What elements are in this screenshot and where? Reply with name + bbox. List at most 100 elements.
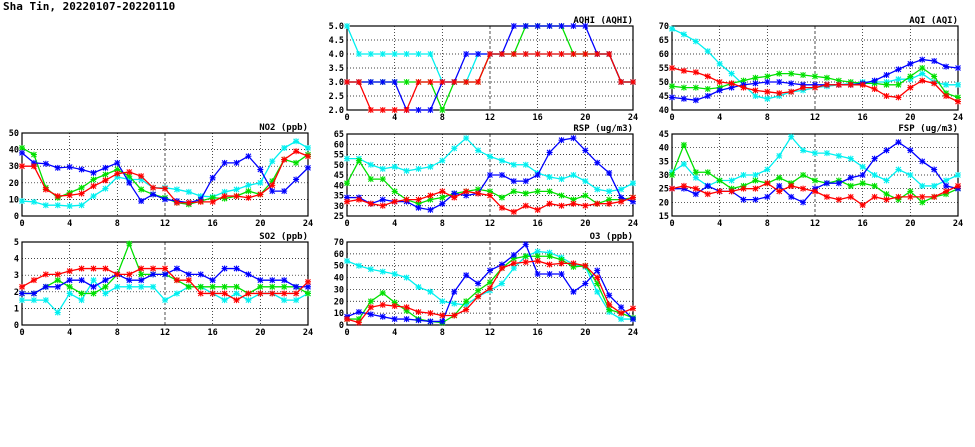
data-point [233,159,240,166]
series-red [19,148,311,206]
data-point [883,191,890,198]
data-point [800,185,807,192]
data-point [680,161,687,168]
x-tick-label: 8 [115,328,120,338]
y-tick-label: 30 [334,202,344,212]
data-point [919,158,926,165]
data-point [305,278,311,285]
data-point [162,265,168,272]
plot-frame [346,25,634,111]
data-point [534,51,541,57]
data-point [233,265,240,272]
data-point [776,79,783,85]
data-point [522,259,529,266]
data-point [54,277,61,284]
data-point [54,283,61,290]
data-point [692,169,699,176]
y-tick-label: 60 [334,250,344,260]
data-point [126,271,133,278]
data-point [618,194,625,201]
data-point [871,182,878,189]
data-point [427,318,434,325]
data-point [90,169,97,176]
data-point [618,186,625,193]
y-tick-label: 50 [9,129,19,139]
data-point [150,283,157,290]
data-point [931,80,938,87]
x-tick-label: 24 [303,328,313,338]
data-point [546,271,553,278]
data-point [680,141,687,148]
data-point [197,283,204,290]
data-point [618,198,625,205]
data-point [439,157,446,164]
data-point [293,290,300,297]
data-point [630,198,636,205]
data-point [764,73,771,80]
data-point [740,185,747,192]
data-point [883,147,890,154]
series-red [669,65,961,105]
data-point [355,196,362,203]
series-cyan [344,135,636,195]
data-point [150,265,157,272]
data-point [522,161,529,168]
data-point [534,253,541,260]
data-point [78,290,85,297]
data-point [823,150,830,157]
data-point [427,192,434,199]
data-point [463,298,470,305]
data-point [197,290,204,297]
data-point [221,188,228,195]
data-point [185,277,192,284]
data-point [269,277,276,284]
data-point [704,73,711,80]
x-tick-label: 4 [67,328,72,338]
data-point [245,271,252,278]
data-point [245,194,252,201]
data-point [487,285,493,292]
data-point [439,200,446,207]
y-tick-label: 10 [334,309,344,319]
data-point [752,185,759,192]
y-tick-label: 50 [659,78,669,88]
data-point [379,202,386,209]
data-point [835,77,842,84]
series-red [344,188,636,215]
x-tick-label: 24 [303,219,313,229]
data-point [788,193,795,200]
data-point [716,87,723,94]
data-point [367,107,374,113]
data-point [764,79,771,85]
data-point [907,188,914,195]
data-point [66,268,73,275]
x-tick-label: 20 [255,328,265,338]
data-point [439,194,446,201]
x-tick-label: 12 [810,219,820,229]
data-point [919,193,926,200]
data-point [919,182,926,189]
x-tick-label: 24 [628,219,638,229]
data-point [245,153,252,160]
data-point [391,79,398,85]
data-point [907,60,914,67]
data-point [582,147,589,154]
data-point [415,107,422,113]
x-tick-label: 20 [580,328,590,338]
data-point [764,95,771,102]
data-point [257,290,264,297]
data-point [451,145,458,152]
data-point [185,271,192,278]
data-point [558,137,565,144]
data-point [522,190,529,197]
data-point [740,172,747,178]
data-point [281,277,288,284]
data-point [209,277,216,284]
data-point [257,277,264,284]
data-point [728,177,735,184]
data-point [931,182,938,189]
data-point [582,280,589,287]
data-point [415,200,422,207]
data-point [570,23,577,29]
data-point [859,180,866,187]
